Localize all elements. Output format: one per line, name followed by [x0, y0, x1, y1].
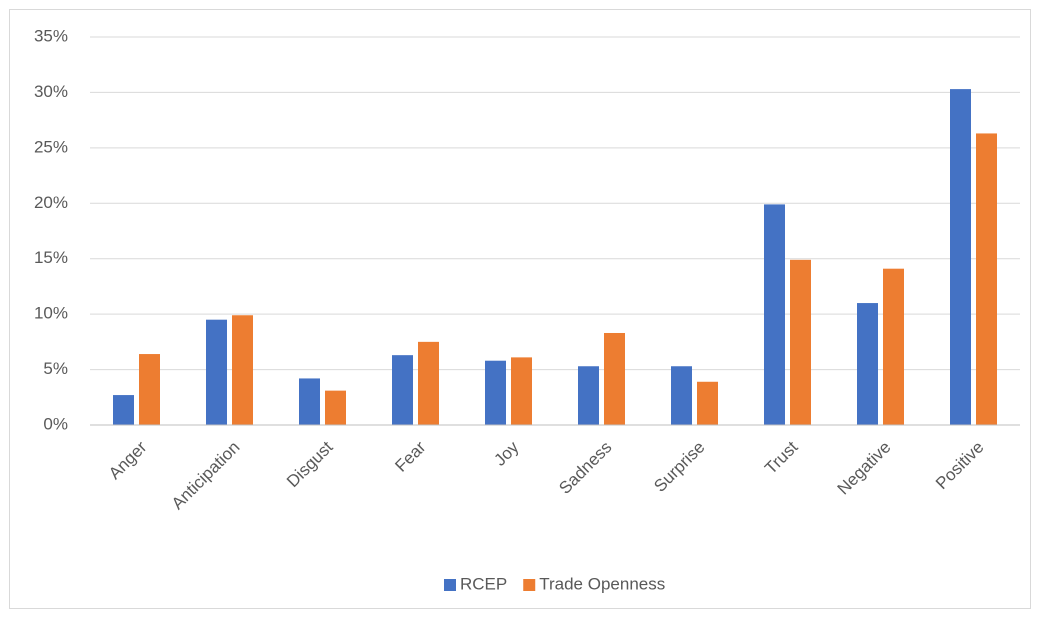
bar	[604, 332, 625, 425]
legend-label: Trade Openness	[539, 574, 665, 593]
bar	[485, 360, 506, 425]
bar	[857, 303, 878, 425]
bar	[418, 341, 439, 425]
bar	[299, 378, 320, 425]
bar	[697, 381, 718, 425]
legend-label: RCEP	[460, 574, 507, 593]
legend-swatch	[444, 579, 456, 591]
bar	[883, 268, 904, 425]
bar	[671, 366, 692, 425]
y-tick-label: 5%	[43, 359, 68, 378]
y-tick-label: 35%	[34, 26, 68, 45]
y-tick-label: 30%	[34, 82, 68, 101]
bar	[511, 357, 532, 425]
y-tick-label: 0%	[43, 414, 68, 433]
bar	[139, 354, 160, 425]
bar	[764, 204, 785, 425]
bar	[113, 395, 134, 425]
y-tick-label: 25%	[34, 137, 68, 156]
bar	[578, 366, 599, 425]
y-tick-label: 20%	[34, 193, 68, 212]
bar	[232, 315, 253, 425]
bar	[790, 259, 811, 425]
y-tick-label: 15%	[34, 248, 68, 267]
bar	[325, 390, 346, 425]
bar	[976, 133, 997, 425]
y-tick-label: 10%	[34, 304, 68, 323]
bar	[950, 89, 971, 426]
bar	[206, 319, 227, 425]
bar	[392, 355, 413, 425]
legend-swatch	[523, 579, 536, 591]
